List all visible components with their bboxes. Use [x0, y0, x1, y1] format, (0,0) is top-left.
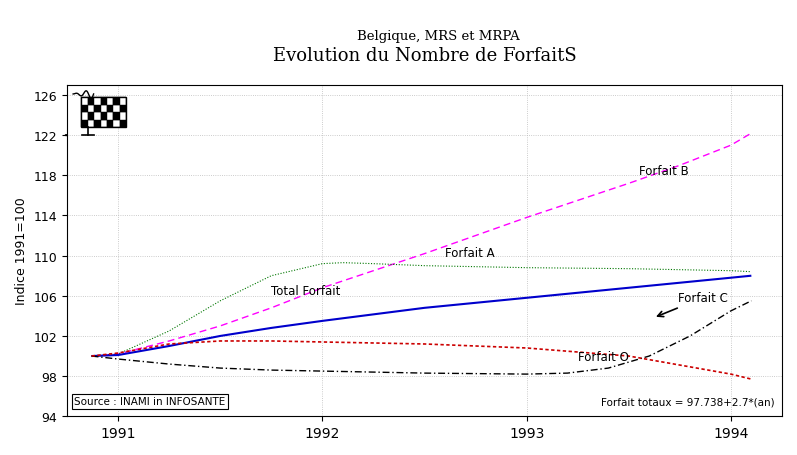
Text: Forfait B: Forfait B	[639, 164, 689, 177]
Bar	[100, 120, 107, 128]
Bar	[107, 113, 113, 120]
Bar	[113, 120, 120, 128]
Bar	[120, 120, 126, 128]
Bar	[88, 120, 94, 128]
Text: Belgique, MRS et MRPA: Belgique, MRS et MRPA	[357, 30, 520, 43]
Text: Forfait C: Forfait C	[658, 292, 728, 317]
Bar	[94, 120, 100, 128]
Bar	[107, 120, 113, 128]
Text: Forfait totaux = 97.738+2.7*(an): Forfait totaux = 97.738+2.7*(an)	[601, 396, 775, 406]
Bar	[81, 113, 88, 120]
Bar	[94, 105, 100, 113]
Bar	[120, 105, 126, 113]
Bar	[100, 105, 107, 113]
Bar	[81, 98, 88, 105]
Bar	[113, 113, 120, 120]
Bar	[88, 105, 94, 113]
Bar	[100, 98, 107, 105]
Bar	[107, 105, 113, 113]
Text: Total Forfait: Total Forfait	[271, 285, 340, 298]
Y-axis label: Indice 1991=100: Indice 1991=100	[15, 197, 28, 305]
Bar	[107, 98, 113, 105]
Bar	[88, 98, 94, 105]
Bar	[94, 113, 100, 120]
Bar	[120, 113, 126, 120]
Bar	[81, 120, 88, 128]
Text: Forfait A: Forfait A	[445, 247, 495, 259]
Bar	[120, 98, 126, 105]
Text: Forfait O: Forfait O	[578, 350, 629, 363]
Bar	[94, 98, 100, 105]
Bar	[81, 105, 88, 113]
Text: Source : INAMI in INFOSANTE: Source : INAMI in INFOSANTE	[74, 396, 226, 406]
Bar	[81, 98, 126, 128]
Bar	[100, 113, 107, 120]
Title: Evolution du Nombre de ForfaitS: Evolution du Nombre de ForfaitS	[273, 47, 576, 65]
Bar	[113, 98, 120, 105]
Bar	[88, 113, 94, 120]
Bar	[113, 105, 120, 113]
